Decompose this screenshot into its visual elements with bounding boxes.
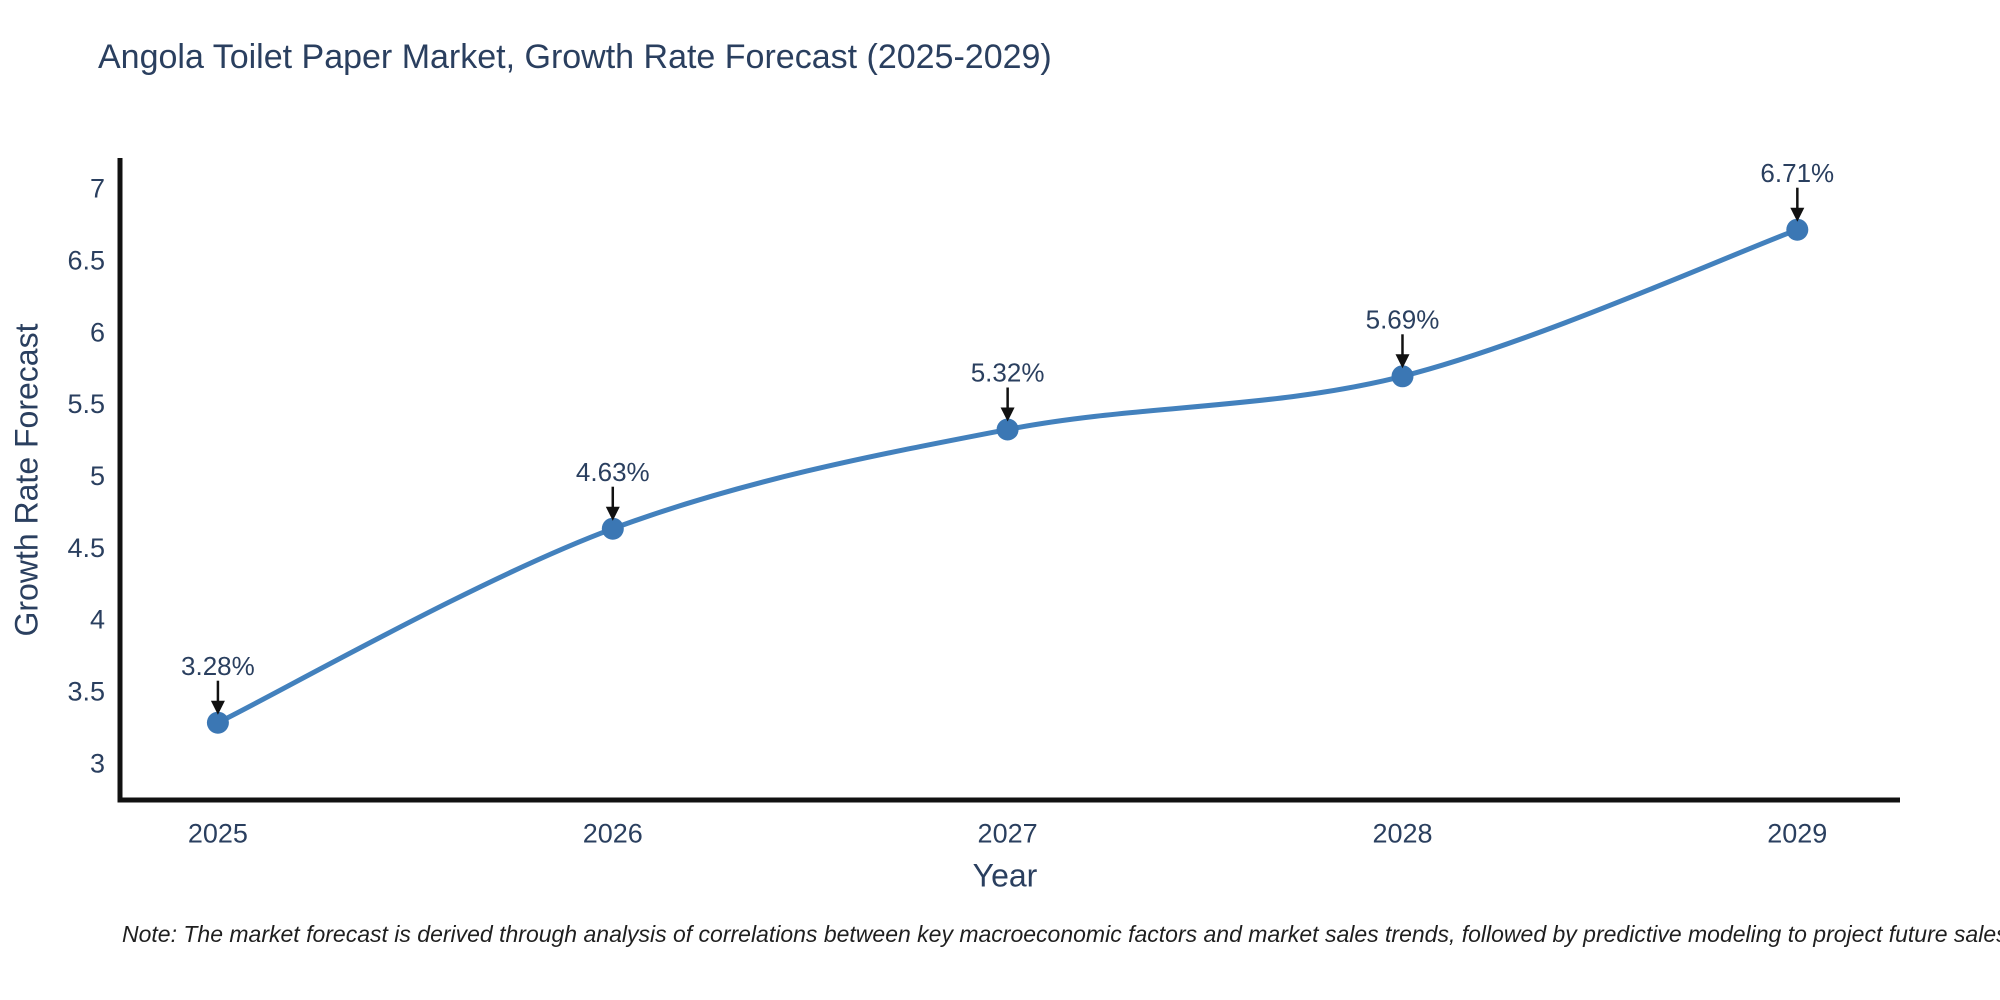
chart-title: Angola Toilet Paper Market, Growth Rate … bbox=[98, 38, 1052, 76]
data-point-2027[interactable] bbox=[996, 418, 1019, 441]
data-point-2028[interactable] bbox=[1391, 365, 1414, 388]
data-point-2025[interactable] bbox=[206, 711, 229, 734]
annotation-arrowhead-icon bbox=[605, 506, 620, 521]
y-tick-label: 5.5 bbox=[67, 389, 105, 419]
x-tick-label: 2027 bbox=[978, 818, 1038, 848]
annotation-arrowhead-icon bbox=[210, 700, 225, 715]
y-tick-label: 4 bbox=[90, 605, 105, 635]
data-point-2026[interactable] bbox=[601, 517, 624, 540]
data-point-label: 6.71% bbox=[1760, 158, 1834, 188]
y-tick-label: 3 bbox=[90, 748, 105, 778]
y-tick-label: 3.5 bbox=[67, 677, 105, 707]
y-tick-label: 7 bbox=[90, 173, 105, 203]
x-tick-label: 2025 bbox=[188, 818, 248, 848]
chart-note: Note: The market forecast is derived thr… bbox=[122, 921, 2000, 947]
data-point-label: 5.69% bbox=[1366, 304, 1440, 334]
data-point-label: 3.28% bbox=[181, 651, 255, 681]
x-axis-title: Year bbox=[972, 857, 1038, 894]
y-axis-title: Growth Rate Forecast bbox=[8, 323, 45, 637]
x-tick-label: 2029 bbox=[1767, 818, 1827, 848]
y-tick-label: 6.5 bbox=[67, 245, 105, 275]
trend-line bbox=[215, 227, 1800, 726]
y-tick-label: 6 bbox=[90, 317, 105, 347]
y-tick-label: 5 bbox=[90, 461, 105, 491]
y-tick-label: 4.5 bbox=[67, 533, 105, 563]
data-point-2029[interactable] bbox=[1786, 218, 1809, 241]
x-tick-label: 2026 bbox=[583, 818, 643, 848]
annotation-arrowhead-icon bbox=[1790, 207, 1805, 222]
annotation-arrowhead-icon bbox=[1395, 354, 1410, 369]
annotation-arrowhead-icon bbox=[1000, 407, 1015, 422]
x-tick-label: 2028 bbox=[1372, 818, 1432, 848]
data-point-label: 5.32% bbox=[971, 358, 1045, 388]
data-point-label: 4.63% bbox=[576, 457, 650, 487]
